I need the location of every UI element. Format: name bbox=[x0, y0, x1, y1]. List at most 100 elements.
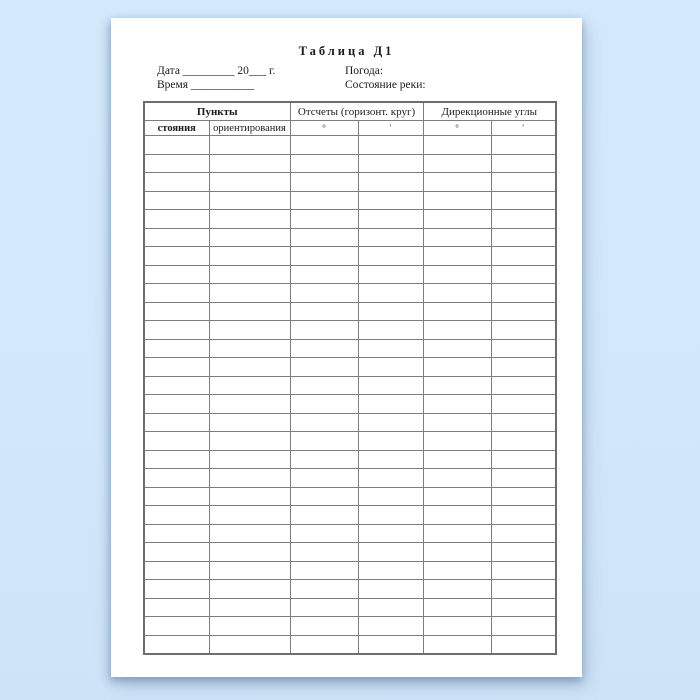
table-empty-cell bbox=[289, 153, 359, 173]
table-empty-cell bbox=[357, 523, 424, 543]
table-empty-cell bbox=[490, 283, 557, 303]
table-empty-cell bbox=[289, 486, 359, 506]
meta-block: Дата _________ 20___ г. Время __________… bbox=[157, 64, 572, 98]
table-empty-cell bbox=[490, 135, 557, 155]
table-empty-cell bbox=[490, 209, 557, 229]
table-empty-cell bbox=[143, 227, 210, 247]
table-empty-cell bbox=[143, 431, 210, 451]
table-empty-cell bbox=[422, 153, 492, 173]
table-group-header-row: Пункты Отсчеты (горизонт. круг) Дирекцио… bbox=[143, 101, 557, 121]
table-empty-cell bbox=[208, 449, 291, 469]
table-empty-cell bbox=[208, 523, 291, 543]
table-empty-cell bbox=[422, 394, 492, 414]
table-empty-cell bbox=[357, 283, 424, 303]
table-empty-cell bbox=[208, 301, 291, 321]
table-empty-cell bbox=[490, 505, 557, 525]
table-empty-cell bbox=[208, 597, 291, 617]
table-empty-row bbox=[143, 486, 557, 506]
table-empty-cell bbox=[357, 246, 424, 266]
table-empty-cell bbox=[208, 153, 291, 173]
table-empty-cell bbox=[143, 320, 210, 340]
table-empty-cell bbox=[143, 357, 210, 377]
table-empty-cell bbox=[289, 523, 359, 543]
table-empty-cell bbox=[357, 449, 424, 469]
table-empty-row bbox=[143, 579, 557, 599]
table-empty-cell bbox=[208, 264, 291, 284]
table-empty-cell bbox=[208, 394, 291, 414]
table-empty-cell bbox=[143, 246, 210, 266]
table-empty-cell bbox=[422, 468, 492, 488]
table-empty-cell bbox=[490, 301, 557, 321]
table-empty-row bbox=[143, 135, 557, 155]
subheader-minutes-angles: ′ bbox=[490, 120, 557, 136]
table-empty-row bbox=[143, 597, 557, 617]
table-empty-cell bbox=[289, 172, 359, 192]
table-empty-cell bbox=[289, 412, 359, 432]
table-empty-cell bbox=[357, 486, 424, 506]
column-group-points: Пункты bbox=[143, 101, 291, 121]
column-group-readings: Отсчеты (горизонт. круг) bbox=[289, 101, 424, 121]
table-empty-cell bbox=[357, 301, 424, 321]
table-empty-cell bbox=[289, 468, 359, 488]
table-empty-cell bbox=[357, 357, 424, 377]
table-empty-cell bbox=[490, 172, 557, 192]
table-empty-cell bbox=[422, 301, 492, 321]
table-empty-cell bbox=[357, 597, 424, 617]
table-empty-cell bbox=[143, 579, 210, 599]
table-empty-cell bbox=[357, 634, 424, 655]
table-empty-cell bbox=[208, 375, 291, 395]
table-empty-cell bbox=[289, 634, 359, 655]
table-empty-row bbox=[143, 338, 557, 358]
table-empty-cell bbox=[289, 190, 359, 210]
table-empty-cell bbox=[490, 542, 557, 562]
table-empty-cell bbox=[422, 412, 492, 432]
document-title: Таблица Д1 bbox=[298, 44, 395, 58]
table-empty-cell bbox=[422, 486, 492, 506]
table-empty-cell bbox=[208, 412, 291, 432]
table-empty-row bbox=[143, 542, 557, 562]
table-empty-cell bbox=[490, 449, 557, 469]
table-empty-cell bbox=[422, 579, 492, 599]
table-empty-cell bbox=[490, 246, 557, 266]
date-line: Дата _________ 20___ г. bbox=[157, 65, 276, 77]
table-empty-cell bbox=[422, 523, 492, 543]
table-empty-cell bbox=[490, 468, 557, 488]
table-empty-cell bbox=[490, 375, 557, 395]
table-empty-row bbox=[143, 505, 557, 525]
table-empty-cell bbox=[357, 172, 424, 192]
table-empty-cell bbox=[289, 394, 359, 414]
table-empty-cell bbox=[289, 560, 359, 580]
table-empty-cell bbox=[208, 320, 291, 340]
table-empty-cell bbox=[143, 375, 210, 395]
table-empty-cell bbox=[143, 468, 210, 488]
table-empty-cell bbox=[357, 264, 424, 284]
table-empty-cell bbox=[143, 190, 210, 210]
table-empty-row bbox=[143, 394, 557, 414]
table-empty-cell bbox=[208, 634, 291, 655]
table-empty-cell bbox=[490, 431, 557, 451]
table-empty-cell bbox=[490, 412, 557, 432]
table-empty-cell bbox=[357, 468, 424, 488]
table-empty-cell bbox=[490, 190, 557, 210]
table-empty-cell bbox=[289, 579, 359, 599]
table-empty-cell bbox=[208, 542, 291, 562]
table-empty-cell bbox=[357, 153, 424, 173]
table-empty-cell bbox=[208, 486, 291, 506]
table-empty-cell bbox=[208, 209, 291, 229]
table-empty-cell bbox=[208, 468, 291, 488]
table-empty-cell bbox=[422, 135, 492, 155]
table-empty-row bbox=[143, 375, 557, 395]
table-empty-cell bbox=[490, 579, 557, 599]
table-empty-cell bbox=[208, 505, 291, 525]
table-empty-row bbox=[143, 301, 557, 321]
table-empty-cell bbox=[357, 505, 424, 525]
survey-form-table: Пункты Отсчеты (горизонт. круг) Дирекцио… bbox=[143, 101, 558, 655]
table-empty-cell bbox=[490, 264, 557, 284]
table-subheader-row: стояния ориентирования ° ′ ° ′ bbox=[143, 120, 557, 136]
table-empty-cell bbox=[143, 523, 210, 543]
weather-label: Погода: bbox=[345, 65, 384, 77]
table-empty-cell bbox=[143, 209, 210, 229]
table-empty-cell bbox=[357, 320, 424, 340]
table-empty-cell bbox=[490, 394, 557, 414]
table-empty-cell bbox=[208, 135, 291, 155]
